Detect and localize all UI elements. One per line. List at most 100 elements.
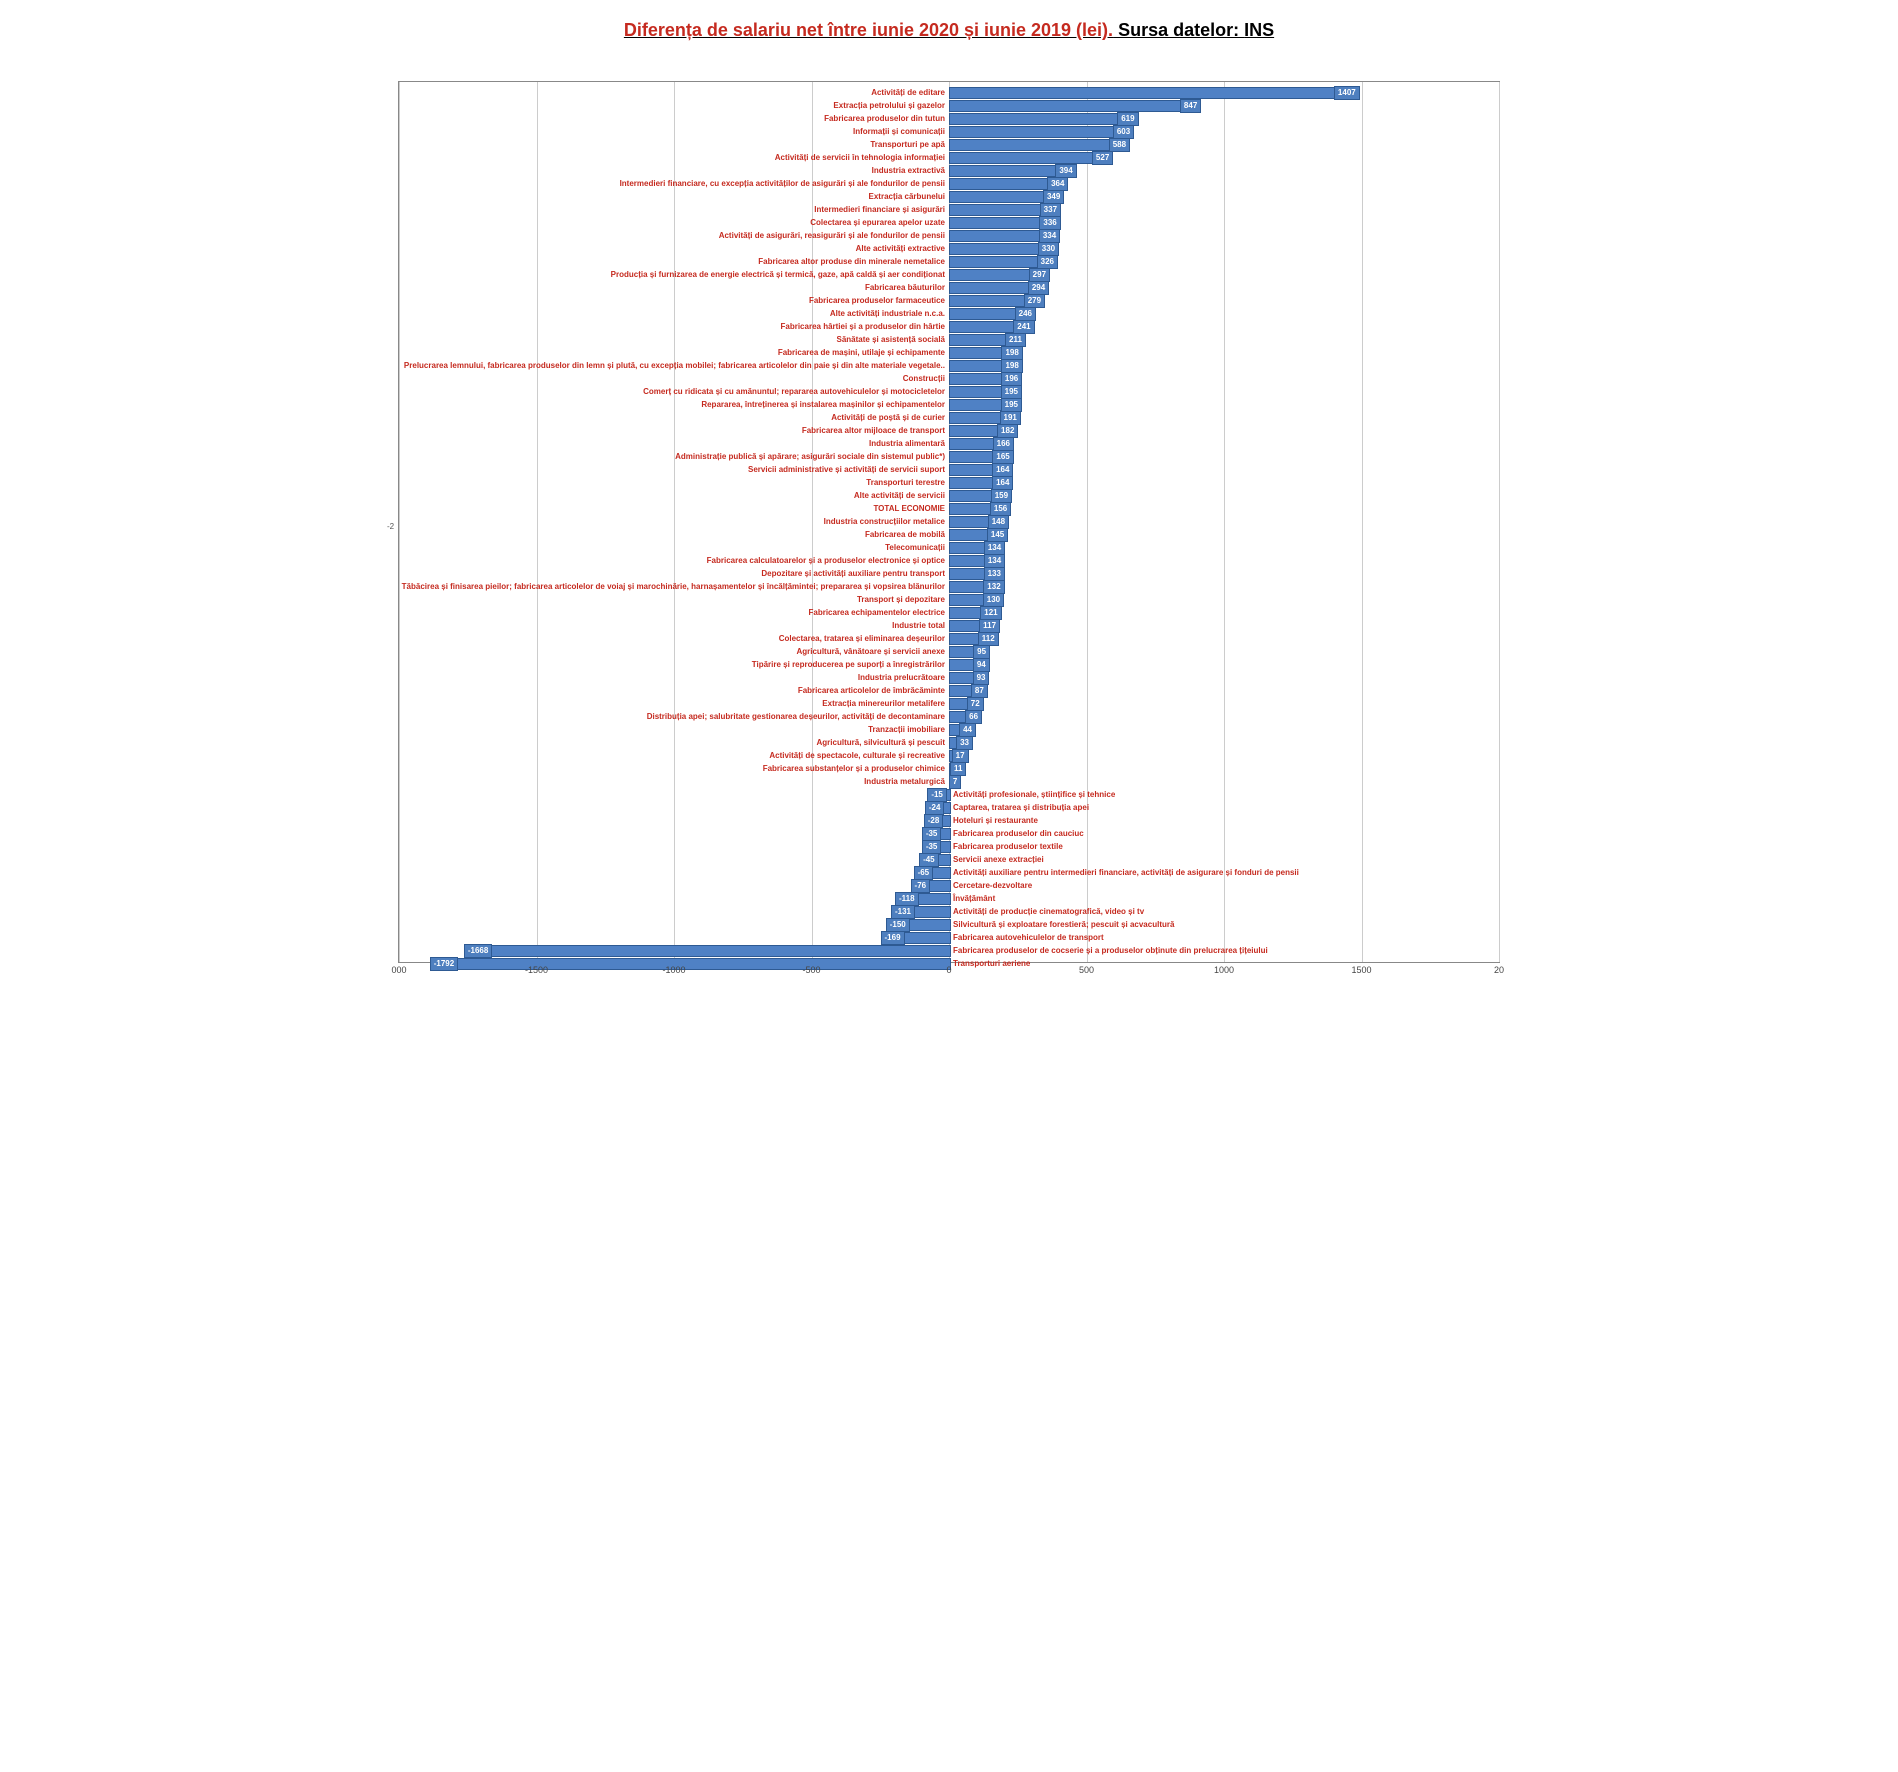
bar-row: Fabricarea de mobilă145 [399, 528, 1499, 541]
bar-value-badge: 117 [979, 619, 1000, 633]
bar-value-badge: 527 [1092, 151, 1113, 165]
bar-category-label: Fabricarea de mașini, utilaje și echipam… [778, 346, 945, 359]
bar-value-badge: 336 [1039, 216, 1060, 230]
bar-value-badge: 195 [1001, 398, 1022, 412]
bar-value-badge: 164 [992, 463, 1013, 477]
bar-row: Administrație publică și apărare; asigur… [399, 450, 1499, 463]
bar [949, 217, 1043, 229]
bar [949, 100, 1184, 112]
bar [949, 295, 1028, 307]
bar-category-label: Intermedieri financiare, cu excepția act… [620, 177, 945, 190]
bar-category-label: Fabricarea băuturilor [865, 281, 945, 294]
bar [949, 334, 1009, 346]
bar-row: Cercetare-dezvoltare-76 [399, 879, 1499, 892]
bar [949, 568, 988, 580]
bar [949, 386, 1005, 398]
bar-row: Hoteluri și restaurante-28 [399, 814, 1499, 827]
bar-row: Industria metalurgică7 [399, 775, 1499, 788]
x-tick-label: 1000 [1214, 965, 1234, 975]
bar-value-badge: -24 [925, 801, 945, 815]
bar-category-label: Învățământ [953, 892, 995, 905]
bar-category-label: Hoteluri și restaurante [953, 814, 1038, 827]
bar-row: Servicii anexe extracției-45 [399, 853, 1499, 866]
bar-row: Tranzacții imobiliare 44 [399, 723, 1499, 736]
bar [949, 256, 1041, 268]
bar-value-badge: 121 [980, 606, 1001, 620]
bar-value-badge: 66 [965, 710, 982, 724]
bar-category-label: Industria construcțiilor metalice [824, 515, 945, 528]
bar [949, 321, 1017, 333]
bar-value-badge: 241 [1013, 320, 1034, 334]
bar [949, 87, 1338, 99]
bar-value-badge: -118 [895, 892, 919, 906]
bar-value-badge: 619 [1117, 112, 1138, 126]
bar-category-label: Alte activități industriale n.c.a. [830, 307, 945, 320]
bar-value-badge: 134 [984, 554, 1005, 568]
bar-value-badge: 294 [1028, 281, 1049, 295]
bar-category-label: Intermedieri financiare și asigurări [814, 203, 945, 216]
bar-row: Fabricarea altor produse din minerale ne… [399, 255, 1499, 268]
bar-value-badge: -1668 [464, 944, 492, 958]
bar-value-badge: -131 [891, 905, 915, 919]
bar-category-label: Silvicultură și exploatare forestieră; p… [953, 918, 1174, 931]
bar-value-badge: -35 [922, 840, 942, 854]
bar [949, 152, 1096, 164]
bar-value-badge: 191 [1000, 411, 1021, 425]
bar [949, 503, 994, 515]
bar-category-label: Fabricarea hârtiei și a produselor din h… [781, 320, 946, 333]
bar-value-badge: -35 [922, 827, 942, 841]
bar-row: Agricultură, silvicultură și pescuit33 [399, 736, 1499, 749]
bar-category-label: Informații și comunicații [853, 125, 945, 138]
bar-value-badge: 7 [949, 775, 961, 789]
bar-value-badge: 198 [1001, 346, 1022, 360]
x-tick-label: -500 [802, 965, 820, 975]
bar-row: Fabricarea produselor farmaceutice279 [399, 294, 1499, 307]
bar-category-label: Tranzacții imobiliare [868, 723, 945, 736]
bar-value-badge: 246 [1015, 307, 1036, 321]
bar-value-badge: 132 [983, 580, 1004, 594]
bar-value-badge: 166 [993, 437, 1014, 451]
bar-row: Activități auxiliare pentru intermedieri… [399, 866, 1499, 879]
bar-category-label: Administrație publică și apărare; asigur… [675, 450, 945, 463]
bar [949, 464, 996, 476]
bar-row: Alte activități industriale n.c.a. 246 [399, 307, 1499, 320]
bar-row: Alte activități de servicii159 [399, 489, 1499, 502]
bar [949, 607, 984, 619]
bar-category-label: Telecomunicații [885, 541, 945, 554]
bar-value-badge: 44 [959, 723, 976, 737]
bar [949, 555, 988, 567]
bar-row: Distribuția apei; salubritate gestionare… [399, 710, 1499, 723]
bar [903, 932, 951, 944]
bar-value-badge: 134 [984, 541, 1005, 555]
title-black-prefix: Sursa datelor: [1113, 20, 1244, 40]
bar-row: Telecomunicații 134 [399, 541, 1499, 554]
bar-category-label: Activități de producție cinematografică,… [953, 905, 1144, 918]
bar-category-label: Industria prelucrătoare [858, 671, 945, 684]
bar-row: Intermedieri financiare și asigurări337 [399, 203, 1499, 216]
bar [949, 581, 987, 593]
x-tick-label: -1500 [525, 965, 548, 975]
bar [949, 373, 1005, 385]
bar-row: Alte activități extractive330 [399, 242, 1499, 255]
bar-value-badge: 94 [973, 658, 990, 672]
bar-category-label: Fabricarea articolelor de îmbrăcăminte [798, 684, 945, 697]
bar-category-label: Tipărire și reproducerea pe suporți a în… [752, 658, 945, 671]
bar-value-badge: 394 [1055, 164, 1076, 178]
bar-row: Fabricarea produselor din cauciuc-35 [399, 827, 1499, 840]
bar [949, 126, 1117, 138]
bar-row: Fabricarea substanțelor și a produselor … [399, 762, 1499, 775]
bar-category-label: Producția și furnizarea de energie elect… [611, 268, 945, 281]
bar-row: Activități de producție cinematografică,… [399, 905, 1499, 918]
bar [949, 308, 1019, 320]
bar-category-label: Fabricarea echipamentelor electrice [808, 606, 945, 619]
bar-row: Intermedieri financiare, cu excepția act… [399, 177, 1499, 190]
bar-value-badge: 588 [1109, 138, 1130, 152]
bar [949, 399, 1005, 411]
bar-value-badge: 95 [973, 645, 990, 659]
bar-category-label: Colectarea și epurarea apelor uzate [810, 216, 945, 229]
bar-category-label: Transporturi terestre [866, 476, 945, 489]
bar-row: Fabricarea băuturilor 294 [399, 281, 1499, 294]
bar [949, 425, 1001, 437]
bar [949, 529, 991, 541]
bar [913, 906, 951, 918]
